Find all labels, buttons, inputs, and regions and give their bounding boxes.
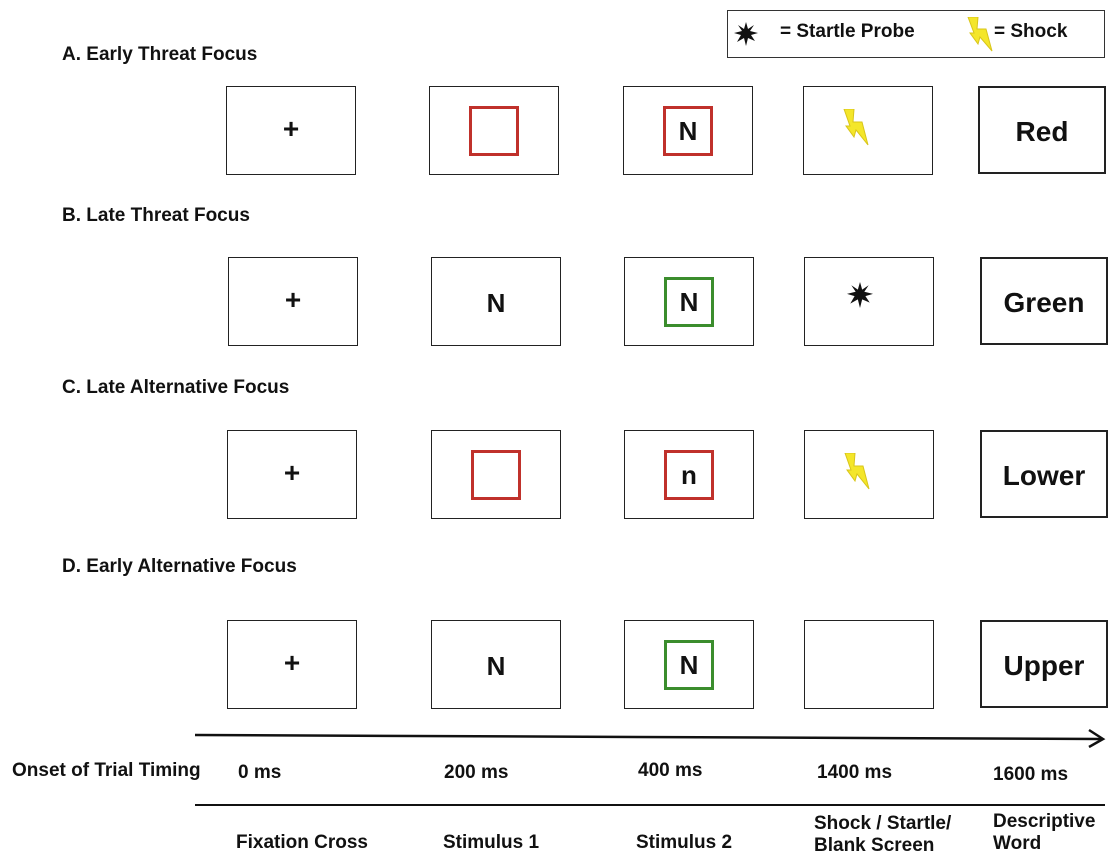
row-b-stim2-frame: N — [624, 257, 754, 346]
time-0: 0 ms — [238, 762, 282, 783]
row-d-fixation-frame: + — [227, 620, 357, 709]
row-b-word-frame: Green — [980, 257, 1108, 345]
row-d-label: D. Early Alternative Focus — [62, 556, 297, 577]
phase-stim2: Stimulus 2 — [636, 832, 733, 853]
row-d-word-frame: Upper — [980, 620, 1108, 708]
row-c-label: C. Late Alternative Focus — [62, 377, 290, 398]
red-square-letter: N — [663, 106, 713, 156]
red-square — [471, 450, 521, 500]
time-400: 400 ms — [638, 760, 703, 781]
row-b-stim1-frame: N — [431, 257, 561, 346]
red-square — [469, 106, 519, 156]
row-a-event-frame — [803, 86, 933, 175]
descriptive-word: Lower — [1002, 460, 1086, 491]
lightning-bolt-icon — [843, 109, 869, 146]
time-200: 200 ms — [444, 762, 509, 783]
row-a-fixation-frame: + — [226, 86, 356, 175]
row-c-word-frame: Lower — [980, 430, 1108, 518]
legend: = Startle Probe = Shock — [727, 10, 1105, 58]
phase-event-line2: Blank Screen — [814, 835, 935, 856]
fixation-cross: + — [284, 284, 302, 315]
legend-startle-label: = Startle Probe — [780, 21, 915, 42]
time-1400: 1400 ms — [817, 762, 893, 783]
descriptive-word: Green — [1003, 287, 1085, 318]
green-square-letter: N — [664, 277, 714, 327]
row-d-stim2-frame: N — [624, 620, 754, 709]
row-a-label: A. Early Threat Focus — [62, 44, 258, 65]
phase-word-line1: Descriptive — [993, 811, 1096, 832]
starburst-icon — [847, 282, 873, 308]
row-d-stim1-frame: N — [431, 620, 561, 709]
row-c-stim2-frame: n — [624, 430, 754, 519]
phase-fixation: Fixation Cross — [236, 832, 368, 853]
phase-word-line2: Word — [993, 833, 1042, 854]
stimulus-letter: N — [486, 288, 506, 318]
timeline-arrow — [195, 728, 1106, 748]
time-1600: 1600 ms — [993, 764, 1069, 785]
red-square-letter: n — [664, 450, 714, 500]
row-c-stim1-frame — [431, 430, 561, 519]
phase-event-line1: Shock / Startle/ — [814, 813, 952, 834]
phase-stim1: Stimulus 1 — [443, 832, 540, 853]
divider-line — [195, 804, 1105, 806]
legend-shock-label: = Shock — [994, 21, 1068, 42]
stimulus-letter: N — [486, 651, 506, 681]
row-c-fixation-frame: + — [227, 430, 357, 519]
row-a-word-frame: Red — [978, 86, 1106, 174]
row-b-fixation-frame: + — [228, 257, 358, 346]
row-d-event-frame — [804, 620, 934, 709]
fixation-cross: + — [282, 113, 300, 144]
green-square-letter: N — [664, 640, 714, 690]
row-b-label: B. Late Threat Focus — [62, 205, 250, 226]
timing-label: Onset of Trial Timing — [12, 760, 201, 781]
descriptive-word: Red — [1015, 116, 1069, 147]
phase-word: Descriptive Word — [993, 811, 1095, 855]
phase-event: Shock / Startle/ Blank Screen — [814, 813, 951, 857]
row-a-stim1-frame — [429, 86, 559, 175]
lightning-bolt-icon — [844, 453, 870, 490]
descriptive-word: Upper — [1003, 650, 1085, 681]
fixation-cross: + — [283, 457, 301, 488]
row-a-stim2-frame: N — [623, 86, 753, 175]
starburst-icon — [734, 22, 758, 46]
fixation-cross: + — [283, 647, 301, 678]
row-b-event-frame — [804, 257, 934, 346]
row-c-event-frame — [804, 430, 934, 519]
lightning-bolt-icon — [967, 17, 993, 52]
